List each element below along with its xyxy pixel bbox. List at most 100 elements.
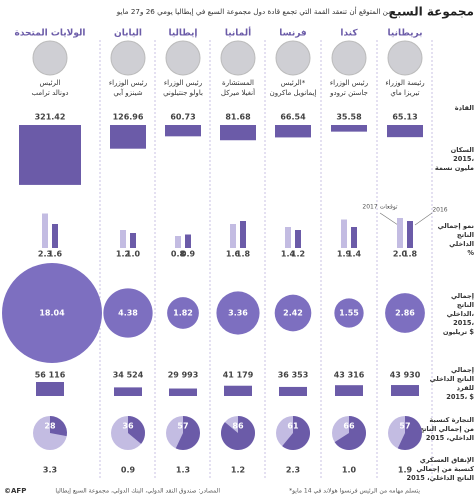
row-label: نمو إجمالي xyxy=(438,222,474,230)
growth-2016-value: 1.4 xyxy=(347,250,362,259)
country-name: ألمانيا xyxy=(225,27,251,39)
growth-2016-bar xyxy=(240,221,246,248)
leader-name: جاستن ترودو xyxy=(329,89,368,97)
leader-title: المستشارة xyxy=(222,79,254,87)
subtitle: من المتوقع أن تنعقد القمة التي تجمع قادة… xyxy=(116,6,392,16)
population-value: 66.54 xyxy=(280,113,306,122)
population-block xyxy=(275,125,311,138)
country-name: كندا xyxy=(340,29,358,39)
gdp-value: 3.36 xyxy=(228,309,248,318)
annotation: 2016 xyxy=(432,207,447,214)
leader-name: شينزو آبي xyxy=(113,88,142,97)
leader-title: رئيسة الوزراء xyxy=(385,79,424,87)
trade-slice xyxy=(397,416,423,450)
country-name: الولايات المتحدة xyxy=(15,29,86,39)
gdp-bubble xyxy=(103,288,153,338)
trade-slice xyxy=(220,416,255,450)
leader-photo xyxy=(387,40,423,76)
gdp-value: 2.42 xyxy=(283,309,303,318)
growth-2016-value: 1.8 xyxy=(236,250,251,259)
population-value: 60.73 xyxy=(170,113,195,122)
row-label: السكان xyxy=(451,146,474,154)
growth-2016-bar xyxy=(351,227,357,248)
population-block xyxy=(110,125,146,149)
growth-2016-value: 1.0 xyxy=(126,250,141,259)
growth-2017-bar xyxy=(175,236,181,248)
leader-name: تيريزا ماي xyxy=(390,89,419,97)
gdp-per-capita-bar xyxy=(114,387,142,396)
trade-value: 57 xyxy=(399,422,410,431)
military-value: 1.0 xyxy=(342,466,357,475)
leader-name: إيمانويل ماكرون xyxy=(270,89,317,97)
gdp-per-capita-bar xyxy=(391,385,419,396)
trade-slice xyxy=(175,416,201,450)
population-value: 35.58 xyxy=(336,113,362,122)
gdp-per-capita-value: 36 353 xyxy=(278,371,309,380)
leader-title: الرئيس* xyxy=(281,79,306,87)
source: المصادر: صندوق النقد الدولي، البنك الدول… xyxy=(55,488,220,495)
population-block xyxy=(165,125,201,137)
growth-2017-bar xyxy=(341,219,347,248)
growth-2017-value: 1.6 xyxy=(226,250,241,259)
row-label: القادة xyxy=(455,104,474,112)
population-block xyxy=(331,125,367,132)
leader-photo xyxy=(220,40,256,76)
leader-name: باولو جنتيلوني xyxy=(163,89,203,97)
credit: ©AFP xyxy=(4,487,26,495)
growth-2017-value: 2.3 xyxy=(38,250,52,259)
trade-slice xyxy=(334,416,366,451)
growth-2017-bar xyxy=(120,230,126,248)
gdp-per-capita-bar xyxy=(36,382,64,396)
gdp-bubble xyxy=(274,294,312,332)
gdp-bubble xyxy=(216,291,260,335)
growth-2017-bar xyxy=(285,227,291,248)
trade-slice xyxy=(50,416,68,437)
growth-2017-bar xyxy=(397,218,403,248)
growth-2016-bar xyxy=(407,221,413,248)
military-value: 3.3 xyxy=(43,466,57,475)
gdp-bubble xyxy=(167,297,199,329)
gdp-per-capita-bar xyxy=(169,388,197,396)
trade-slice xyxy=(128,416,146,444)
growth-2016-bar xyxy=(185,234,191,248)
growth-2017-value: 0.8 xyxy=(171,250,186,259)
row-label: 2015، xyxy=(453,319,474,327)
growth-2016-bar xyxy=(52,224,58,248)
growth-2016-value: 1.8 xyxy=(403,250,418,259)
row-label: 2015، xyxy=(453,155,474,163)
gdp-per-capita-bar xyxy=(335,385,363,396)
gdp-per-capita-value: 43 316 xyxy=(334,371,365,380)
row-label: 2015، $ xyxy=(446,393,474,401)
leader-title: رئيس الوزراء xyxy=(164,79,202,87)
gdp-per-capita-value: 34 524 xyxy=(113,371,144,380)
trade-value: 36 xyxy=(122,422,134,431)
gdp-value: 1.55 xyxy=(339,309,359,318)
row-label: للفرد xyxy=(457,384,474,392)
military-value: 2.3 xyxy=(286,466,300,475)
leader-photo xyxy=(331,40,367,76)
population-value: 65.13 xyxy=(392,113,417,122)
trade-value: 28 xyxy=(44,422,56,431)
gdp-bubble xyxy=(334,298,364,328)
trade-value: 66 xyxy=(343,422,355,431)
gdp-bubble xyxy=(2,263,102,363)
row-label: كنسبة من إجمالي xyxy=(416,465,474,473)
title: مجموعة السبع xyxy=(389,5,474,20)
leader-photo xyxy=(110,40,146,76)
population-block xyxy=(19,125,81,185)
row-label: الناتج الداخلي، 2015 xyxy=(406,474,474,482)
row-label: الإنفاق العسكري xyxy=(420,456,474,464)
growth-2016-value: 1.6 xyxy=(48,250,63,259)
gdp-per-capita-value: 41 179 xyxy=(223,371,254,380)
growth-2017-value: 1.2 xyxy=(116,250,130,259)
population-block xyxy=(220,125,256,141)
growth-2016-value: 1.2 xyxy=(291,250,305,259)
leader-title: رئيس الوزراء xyxy=(109,79,147,87)
growth-2016-bar xyxy=(130,233,136,248)
gdp-per-capita-value: 43 930 xyxy=(390,371,421,380)
row-label: تريليون $ xyxy=(443,328,474,336)
row-label: إجمالي xyxy=(451,366,474,374)
gdp-per-capita-value: 29 993 xyxy=(168,371,199,380)
growth-2017-bar xyxy=(230,224,236,248)
growth-2017-value: 1.4 xyxy=(281,250,296,259)
